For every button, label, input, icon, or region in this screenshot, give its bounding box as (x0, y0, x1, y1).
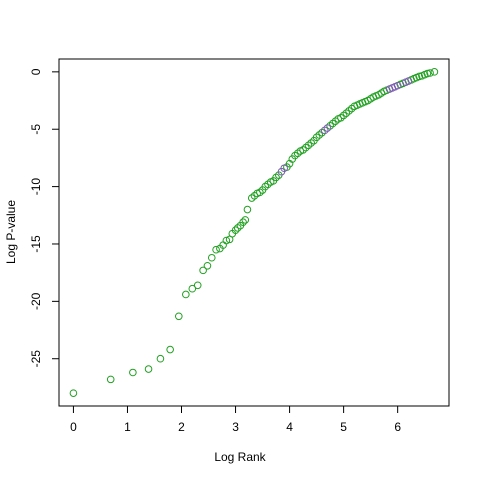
point (212, 245, 220, 254)
point (423, 69, 432, 78)
point (69, 389, 78, 397)
y-tick-label: -20 (29, 292, 43, 310)
x-tick-label: 5 (340, 420, 347, 434)
point (193, 281, 202, 290)
y-tick-label: 0 (29, 68, 43, 75)
point (243, 205, 252, 214)
point (239, 218, 247, 226)
point (166, 345, 174, 354)
y-axis-label: Log P-value (4, 200, 18, 264)
point (188, 284, 197, 293)
x-tick-label: 1 (124, 420, 131, 434)
point (426, 69, 434, 77)
point (415, 72, 424, 81)
x-tick-label: 4 (286, 420, 293, 434)
point (156, 354, 165, 363)
point (430, 68, 439, 76)
point (182, 290, 190, 299)
x-tick-label: 3 (232, 420, 239, 434)
point (323, 124, 332, 132)
point (280, 164, 288, 173)
point (241, 216, 250, 224)
point (199, 266, 207, 275)
point (106, 375, 115, 384)
point (393, 81, 402, 90)
point (175, 312, 183, 321)
plot-frame (58, 58, 450, 407)
y-tick-label: -25 (29, 350, 43, 368)
x-tick-label: 0 (70, 420, 77, 434)
point (203, 261, 212, 270)
x-tick-label: 2 (178, 420, 185, 434)
y-tick-label: -5 (29, 124, 43, 135)
x-axis-label: Log Rank (214, 450, 266, 464)
y-tick-label: -15 (29, 235, 43, 253)
point (129, 368, 137, 377)
point (207, 253, 216, 262)
y-tick-label: -10 (29, 178, 43, 196)
x-tick-label: 6 (394, 420, 401, 434)
point (144, 365, 153, 373)
point (404, 77, 413, 85)
point (231, 226, 240, 235)
point (222, 236, 231, 245)
